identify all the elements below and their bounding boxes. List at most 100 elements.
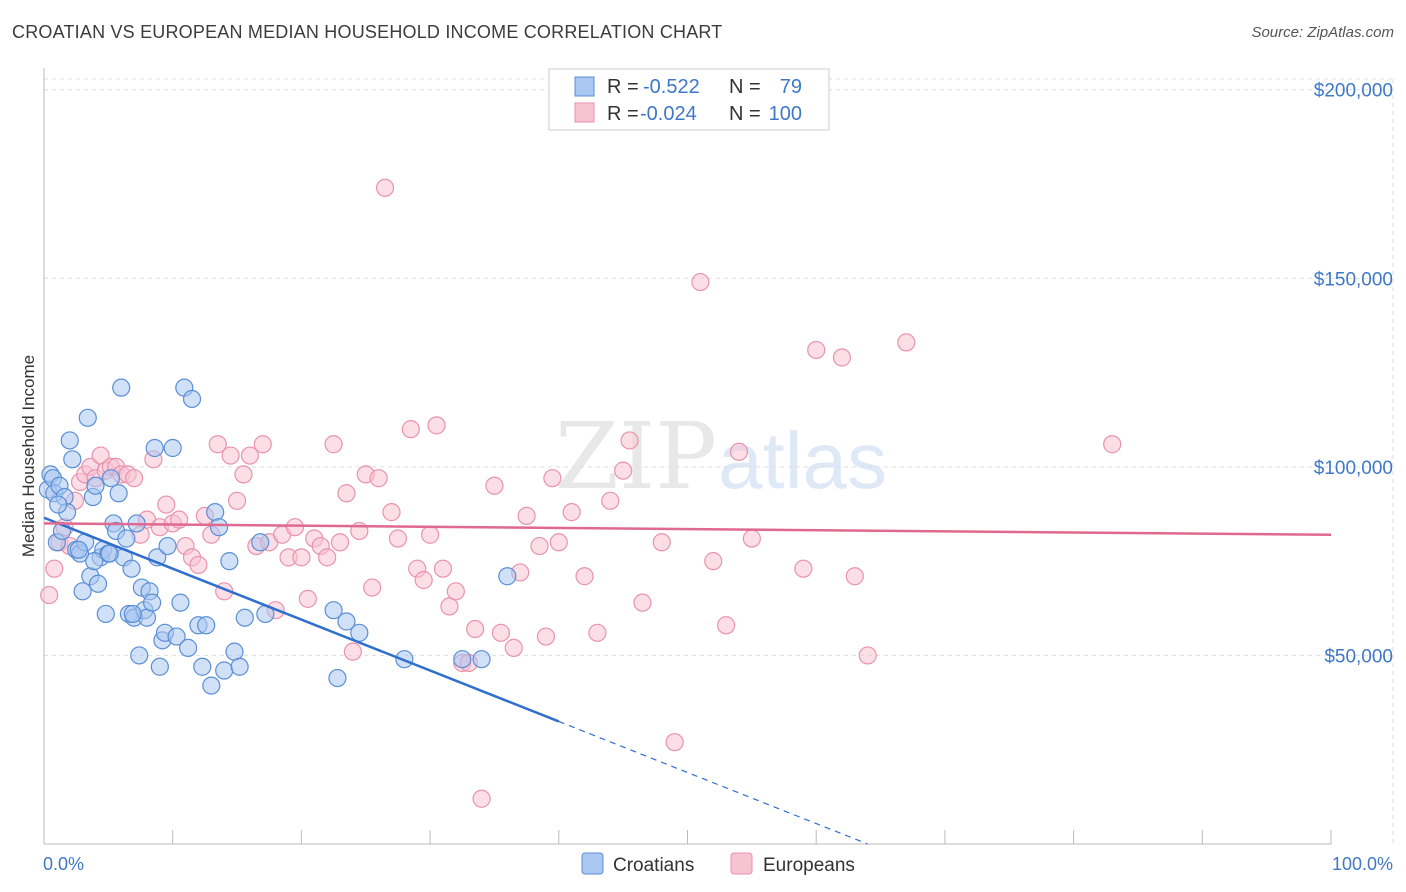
europeans-point-69	[472, 789, 491, 808]
legend-r-value-europeans: -0.024	[640, 103, 697, 125]
trend-lines	[43, 516, 1332, 845]
croatians-point-10	[63, 450, 82, 469]
chart-title: CROATIAN VS EUROPEAN MEDIAN HOUSEHOLD IN…	[12, 22, 723, 42]
europeans-point-83	[614, 461, 633, 480]
europeans-point-60	[414, 570, 433, 590]
legend-r-label-croatians: R =	[607, 76, 639, 98]
europeans-trend-line	[43, 522, 1332, 536]
europeans-point-57	[388, 529, 408, 548]
correlation-legend: R = -0.522 N = 79 R = -0.024 N = 100	[548, 68, 830, 131]
watermark: ZIP atlas	[555, 403, 887, 510]
croatians-point-67	[337, 612, 356, 631]
croatians-point-13	[73, 582, 92, 601]
croatians-points	[38, 378, 517, 695]
europeans-point-93	[794, 559, 813, 578]
legend-box	[548, 68, 830, 131]
croatians-point-63	[235, 608, 254, 627]
series-legend: Croatians Europeans	[581, 852, 855, 876]
croatians-point-19	[88, 574, 108, 593]
croatians-point-40	[143, 593, 162, 612]
croatians-point-22	[96, 604, 115, 624]
legend-n-value-croatians: 79	[780, 76, 802, 98]
croatians-trend-extension	[558, 720, 868, 845]
croatians-point-47	[163, 438, 182, 458]
croatians-point-76	[85, 552, 104, 571]
bottom-legend-europeans: Europeans	[763, 855, 855, 876]
europeans-point-82	[601, 491, 620, 510]
croatians-point-58	[209, 518, 229, 537]
croatians-point-30	[117, 529, 136, 548]
croatians-point-52	[182, 389, 202, 409]
x-tick-max: 100.0%	[1332, 854, 1393, 874]
bottom-legend-croatians: Croatians	[613, 855, 694, 876]
europeans-point-26	[189, 555, 208, 575]
y-axis-label: Median Household Income	[19, 355, 38, 557]
europeans-point-64	[440, 597, 459, 616]
source-label: Source: ZipAtlas.com	[1251, 24, 1394, 41]
europeans-point-0	[40, 585, 59, 605]
croatians-point-27	[109, 484, 128, 503]
legend-swatch-croatians	[574, 76, 595, 97]
europeans-point-54	[369, 469, 388, 488]
europeans-point-90	[717, 616, 736, 635]
europeans-point-33	[234, 465, 253, 484]
europeans-point-41	[285, 518, 305, 537]
europeans-point-98	[897, 333, 916, 352]
europeans-point-75	[530, 536, 549, 556]
europeans-point-61	[421, 525, 440, 544]
europeans-point-50	[343, 642, 362, 661]
bottom-legend-swatch-croatians	[581, 852, 604, 875]
croatians-point-66	[324, 601, 343, 620]
croatians-point-54	[193, 657, 212, 676]
croatians-point-77	[100, 544, 119, 563]
croatians-point-56	[202, 676, 221, 695]
croatians-point-15	[78, 408, 97, 427]
europeans-point-58	[401, 420, 420, 439]
croatians-point-74	[49, 495, 68, 514]
croatians-point-48	[167, 627, 186, 646]
europeans-point-16	[124, 469, 144, 488]
europeans-point-62	[427, 416, 446, 435]
y-tick-label-0: $50,000	[1324, 646, 1393, 667]
europeans-point-47	[324, 435, 343, 454]
croatians-point-57	[206, 503, 225, 522]
croatians-point-24	[101, 469, 121, 488]
europeans-point-1	[45, 559, 64, 578]
croatians-point-73	[328, 668, 347, 688]
croatians-point-18	[86, 476, 105, 495]
y-tick-label-1: $100,000	[1314, 458, 1393, 479]
europeans-point-48	[330, 533, 350, 552]
europeans-point-31	[221, 446, 240, 465]
legend-r-label-europeans: R =	[607, 103, 639, 125]
europeans-point-55	[375, 178, 395, 197]
x-tick-min: 0.0%	[43, 854, 84, 874]
europeans-point-89	[704, 552, 723, 571]
legend-n-value-europeans: 100	[769, 103, 802, 125]
europeans-point-88	[691, 272, 710, 292]
europeans-point-91	[729, 442, 749, 461]
europeans-point-68	[466, 619, 485, 639]
croatians-point-32	[122, 559, 141, 578]
croatians-point-46	[158, 536, 177, 556]
europeans-point-42	[292, 548, 311, 567]
croatians-trend-line	[43, 516, 560, 723]
europeans-point-76	[536, 627, 556, 646]
europeans-point-97	[858, 646, 877, 665]
croatians-point-72	[498, 567, 517, 586]
europeans-point-77	[543, 469, 562, 488]
europeans-point-79	[562, 503, 581, 522]
bottom-legend-swatch-europeans	[730, 852, 753, 875]
croatians-point-68	[350, 623, 369, 642]
europeans-point-74	[517, 506, 536, 525]
europeans-point-53	[363, 578, 382, 597]
croatians-point-61	[225, 642, 244, 661]
europeans-point-56	[382, 503, 401, 522]
croatians-point-71	[472, 650, 491, 669]
europeans-point-80	[575, 567, 594, 586]
europeans-point-78	[549, 533, 568, 552]
y-axis-ticks: $50,000 $100,000 $150,000 $200,000	[1314, 81, 1393, 668]
legend-n-label-croatians: N =	[729, 76, 761, 98]
europeans-point-92	[742, 529, 761, 548]
croatians-point-70	[453, 650, 472, 669]
axes	[43, 68, 1332, 845]
